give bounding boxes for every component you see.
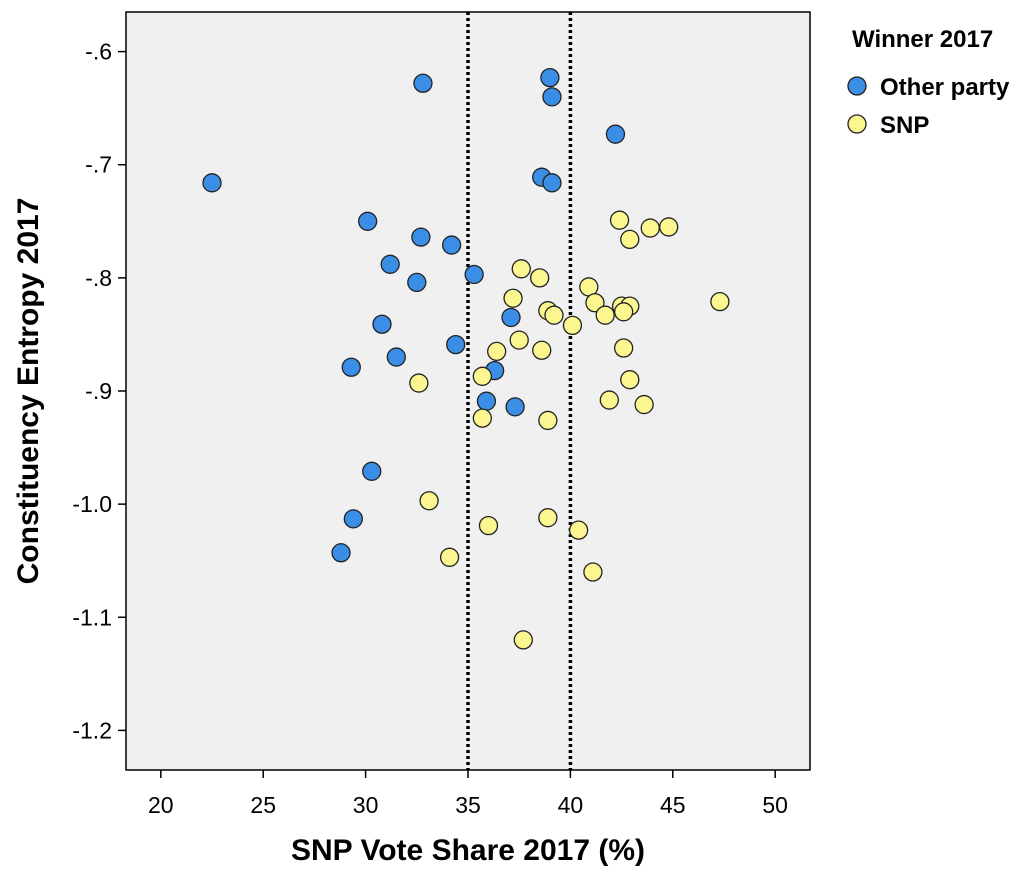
data-point-other-party: [341, 357, 361, 377]
y-tick-label: -.8: [85, 265, 112, 291]
data-point-snp: [538, 508, 558, 528]
x-tick-label: 20: [148, 792, 174, 818]
data-point-other-party: [540, 67, 560, 88]
data-point-snp: [509, 330, 529, 350]
data-point-snp: [634, 394, 654, 415]
reference-lines: [466, 12, 573, 770]
data-points: [202, 67, 730, 650]
y-axis-title: Constituency Entropy 2017: [12, 198, 45, 585]
data-point-other-party: [358, 211, 378, 231]
data-point-snp: [620, 229, 640, 250]
data-point-other-party: [343, 509, 363, 529]
data-point-snp: [513, 630, 533, 650]
x-tick-label: 25: [250, 792, 276, 818]
data-point-snp: [562, 315, 583, 336]
data-point-snp: [538, 410, 558, 431]
data-point-other-party: [542, 173, 562, 193]
data-point-other-party: [441, 235, 462, 255]
data-point-other-party: [202, 173, 222, 193]
data-point-other-party: [413, 73, 433, 93]
data-point-other-party: [372, 314, 392, 334]
data-point-other-party: [605, 124, 626, 144]
data-point-other-party: [476, 391, 497, 411]
data-point-snp: [532, 340, 552, 360]
data-point-snp: [585, 293, 605, 313]
data-point-other-party: [464, 264, 484, 285]
x-tick-label: 45: [660, 792, 686, 818]
x-tick-label: 50: [762, 792, 788, 818]
legend-marker-other-party: [847, 76, 867, 96]
legend-marker-snp: [847, 114, 867, 134]
data-point-other-party: [411, 227, 431, 247]
y-tick-label: -.9: [85, 378, 112, 404]
legend-label-snp: SNP: [880, 112, 929, 139]
data-point-other-party: [501, 307, 521, 328]
data-point-snp: [511, 259, 531, 279]
data-point-snp: [583, 562, 603, 582]
data-point-other-party: [380, 254, 400, 274]
data-point-snp: [472, 408, 492, 428]
y-tick-label: -.6: [85, 39, 112, 65]
data-point-snp: [409, 373, 429, 393]
data-point-other-party: [446, 334, 466, 355]
data-point-snp: [568, 520, 589, 540]
data-point-snp: [439, 547, 460, 567]
data-point-snp: [620, 370, 640, 390]
data-point-other-party: [407, 272, 427, 293]
data-point-snp: [478, 515, 499, 536]
data-point-snp: [544, 305, 564, 325]
data-point-snp: [530, 268, 550, 288]
data-point-other-party: [331, 543, 351, 563]
x-tick-label: 40: [558, 792, 584, 818]
data-point-snp: [659, 217, 679, 237]
y-tick-label: -1.2: [72, 717, 112, 743]
data-point-other-party: [362, 461, 382, 481]
data-point-snp: [613, 338, 634, 358]
data-point-snp: [613, 302, 634, 322]
data-point-snp: [710, 291, 730, 312]
data-point-snp: [472, 366, 492, 386]
y-tick-label: -1.0: [72, 491, 112, 517]
data-point-snp: [595, 305, 615, 325]
x-tick-label: 35: [455, 792, 481, 818]
data-point-snp: [503, 288, 523, 308]
data-point-other-party: [386, 347, 406, 367]
y-axis: -.6 -.7 -.8 -.9 -1.0 -1.1 -1.2: [72, 39, 126, 743]
x-axis-title: SNP Vote Share 2017 (%): [291, 834, 645, 867]
x-axis: 20 25 30 35 40 45 50: [148, 770, 788, 818]
data-point-snp: [419, 491, 439, 511]
y-tick-label: -.7: [85, 152, 112, 178]
data-point-snp: [487, 341, 507, 362]
legend-label-other-party: Other party: [880, 74, 1010, 101]
data-point-other-party: [505, 397, 525, 417]
legend: Winner 2017 Other party SNP: [847, 26, 1010, 139]
data-point-snp: [599, 390, 619, 410]
data-point-snp: [609, 210, 630, 230]
y-tick-label: -1.1: [72, 604, 112, 630]
x-tick-label: 30: [353, 792, 379, 818]
data-point-other-party: [542, 87, 562, 107]
data-point-snp: [640, 218, 660, 238]
legend-title: Winner 2017: [852, 26, 993, 53]
